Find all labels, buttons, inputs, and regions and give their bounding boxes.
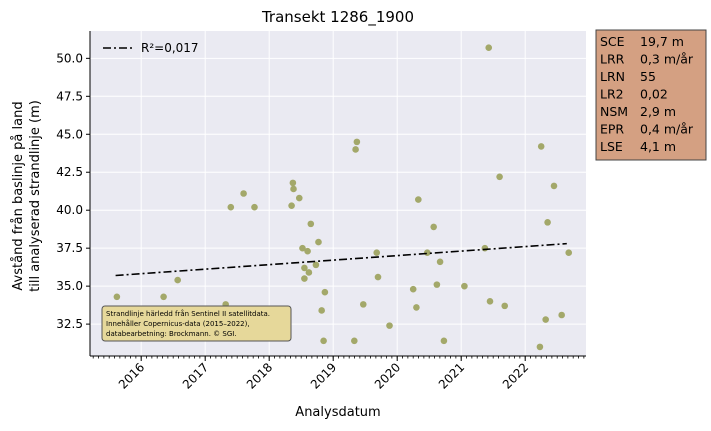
y-axis-title-line-1: Avstånd från baslinje på land <box>11 101 26 290</box>
data-point <box>440 337 448 345</box>
data-point <box>537 143 545 150</box>
stats-box: SCE 19,7 m LRR 0,3 m/år LRN 55 LR2 0,02 NSM 2,9 m… <box>595 29 707 161</box>
data-point <box>251 203 258 211</box>
stats-key: LR2 <box>600 87 624 102</box>
stats-value: 4,1 m <box>640 139 676 154</box>
data-point <box>373 249 381 257</box>
data-point <box>436 258 444 266</box>
x-tick-label: 2020 <box>372 360 403 391</box>
data-point <box>227 203 235 211</box>
legend-trend-label: R²=0,017 <box>141 41 199 55</box>
data-point <box>113 293 121 301</box>
data-point <box>315 238 322 246</box>
data-point <box>565 249 573 257</box>
x-tick-label: 2016 <box>116 360 147 391</box>
data-point <box>299 244 306 252</box>
stats-key: LRN <box>600 69 625 84</box>
plot-area <box>90 31 586 356</box>
data-point <box>288 202 295 209</box>
y-tick-label: 40.0 <box>56 203 83 217</box>
x-tick-label: 2022 <box>500 360 531 391</box>
data-point <box>289 179 297 187</box>
data-point <box>485 44 493 52</box>
y-tick-label: 47.5 <box>56 89 83 103</box>
data-point <box>295 194 303 202</box>
stats-value: 0,4 m/år <box>640 122 694 137</box>
x-tick-label: 2017 <box>180 360 211 391</box>
data-point <box>353 138 361 146</box>
data-point <box>415 196 422 203</box>
data-point <box>320 337 327 345</box>
attribution-note: Strandlinje härledd från Sentinel II sat… <box>101 305 292 342</box>
data-point <box>305 269 313 276</box>
data-point <box>174 276 181 284</box>
stats-value: 0,3 m/år <box>640 52 694 67</box>
y-tick-label: 42.5 <box>56 165 83 179</box>
stats-value: 19,7 m <box>640 34 684 49</box>
stats-key: EPR <box>600 122 624 137</box>
y-tick-label: 32.5 <box>56 317 83 331</box>
data-point <box>542 316 549 323</box>
data-point <box>423 249 431 257</box>
data-point <box>240 190 247 197</box>
data-point <box>558 311 565 319</box>
y-tick-label: 35.0 <box>56 279 83 293</box>
data-point <box>374 273 382 281</box>
stats-value: 0,02 <box>640 87 668 102</box>
y-tick-label: 45.0 <box>56 127 83 141</box>
stats-key: NSM <box>600 104 628 119</box>
data-point <box>307 220 315 228</box>
stats-key: LSE <box>600 139 623 154</box>
x-tick-label: 2018 <box>244 360 275 391</box>
legend: R²=0,017 <box>103 41 199 55</box>
note-line-2: Innehåller Copernicus-data (2015–2022), <box>106 319 250 328</box>
x-axis-title: Analysdatum <box>295 405 380 420</box>
note-line-3: databearbetning: Brockmann. © SGI. <box>106 330 237 338</box>
data-point <box>544 219 551 226</box>
y-axis: 32.5 35.0 37.5 40.0 42.5 45.0 47.5 50.0 <box>56 31 91 356</box>
stats-value: 2,9 m <box>640 104 676 119</box>
data-point <box>304 247 311 255</box>
stats-key: LRR <box>600 52 625 67</box>
data-point <box>409 285 417 293</box>
data-point <box>321 288 329 296</box>
data-point <box>430 223 437 231</box>
trend-line <box>115 242 567 277</box>
y-axis-title-line-2: till analyserad strandlinje (m) <box>28 100 43 292</box>
data-point <box>160 293 167 301</box>
data-point <box>352 146 359 153</box>
x-axis: 2016 2017 2018 2019 2020 2021 2022 <box>90 355 586 392</box>
data-point <box>481 244 489 252</box>
data-point <box>550 182 558 190</box>
data-point <box>386 322 393 329</box>
data-point <box>501 302 509 310</box>
note-line-1: Strandlinje härledd från Sentinel II sat… <box>106 309 270 318</box>
data-point <box>536 343 544 351</box>
data-point <box>413 304 420 311</box>
x-tick-label: 2021 <box>436 360 467 391</box>
data-point <box>351 337 358 345</box>
stats-box-background <box>595 29 707 161</box>
data-point <box>301 275 308 282</box>
x-tick-label: 2019 <box>308 360 339 391</box>
chart-title: Transekt 1286_1900 <box>261 8 414 27</box>
data-point <box>312 261 320 269</box>
stats-key: SCE <box>600 34 625 49</box>
y-tick-label: 37.5 <box>56 241 83 255</box>
data-point <box>433 281 441 288</box>
y-tick-label: 50.0 <box>56 51 83 65</box>
data-point <box>290 185 297 193</box>
data-point <box>359 301 367 308</box>
data-point <box>496 173 503 181</box>
stats-value: 55 <box>640 69 656 84</box>
data-point <box>301 264 308 272</box>
data-point <box>486 298 494 305</box>
data-point <box>461 282 468 290</box>
data-point <box>318 307 325 314</box>
attribution-note-box <box>101 305 292 342</box>
